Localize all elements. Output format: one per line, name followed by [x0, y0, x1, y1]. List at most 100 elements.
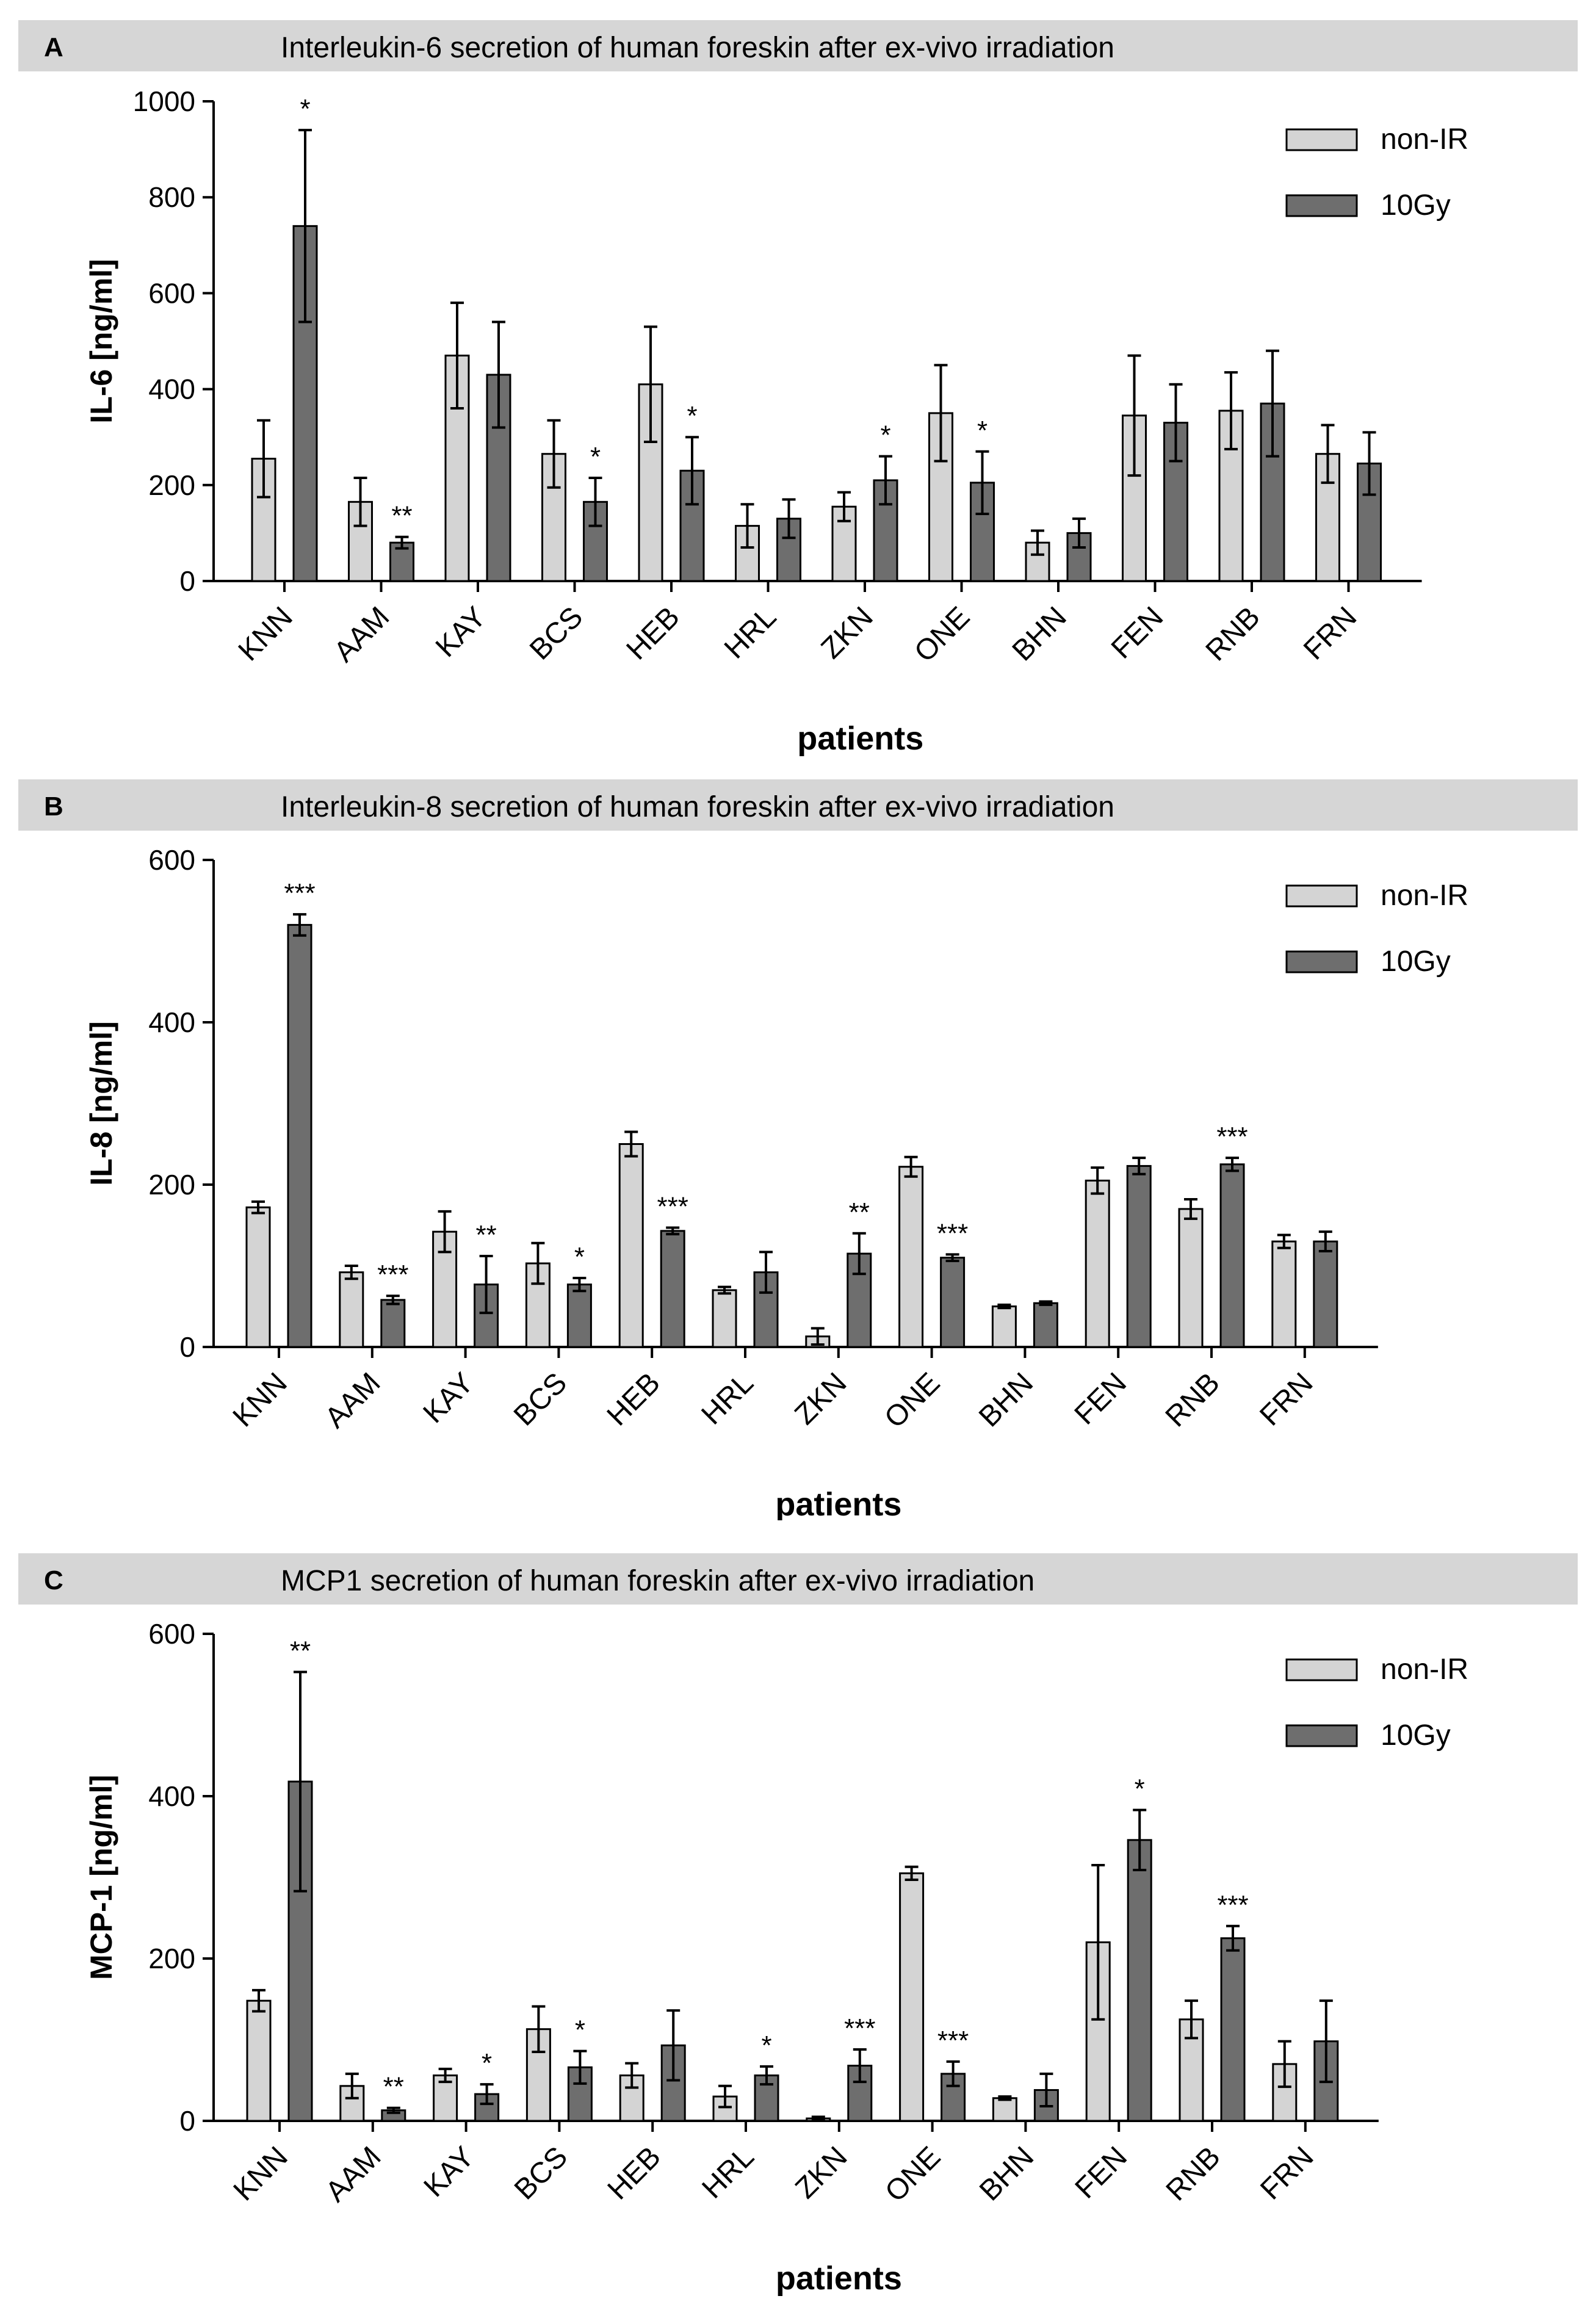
- significance-marker: **: [849, 1197, 870, 1227]
- bar-non-ir: [245, 1206, 271, 1348]
- bar-chart: MCP-1 [ng/ml]0200400600**KNN**AAM*KAY*BC…: [84, 1618, 1468, 2297]
- bar-non-ir: [831, 505, 857, 582]
- chart-title: Interleukin-6 secretion of human foreski…: [281, 32, 1114, 64]
- category-label: AAM: [320, 2140, 388, 2208]
- category-label: BCS: [508, 2140, 574, 2206]
- bar-10gy: [1220, 1937, 1246, 2122]
- y-tick-label: 1000: [133, 85, 195, 117]
- category-label: FRN: [1254, 2140, 1320, 2206]
- category-label: ZKN: [789, 2140, 853, 2204]
- significance-marker: **: [383, 2072, 404, 2102]
- significance-marker: *: [590, 442, 601, 472]
- category-label: RNB: [1160, 2140, 1227, 2207]
- significance-marker: ***: [377, 1260, 408, 1290]
- legend-label: 10Gy: [1381, 189, 1451, 222]
- legend-swatch-10gy: [1285, 950, 1358, 973]
- significance-marker: ***: [657, 1191, 688, 1221]
- panel-header: B Interleukin-8 secretion of human foresk…: [18, 779, 1578, 831]
- legend-label: non-IR: [1381, 123, 1468, 156]
- y-tick-label: 600: [148, 277, 195, 309]
- bar-10gy: [486, 374, 511, 582]
- significance-marker: *: [574, 1242, 585, 1272]
- bar-10gy: [1219, 1163, 1245, 1348]
- category-label: BHN: [973, 1367, 1039, 1433]
- bar-non-ir: [898, 1166, 924, 1348]
- legend-label: non-IR: [1381, 1653, 1468, 1686]
- category-label: RNB: [1160, 1367, 1226, 1433]
- category-label: BCS: [508, 1367, 573, 1432]
- bar-non-ir: [712, 1289, 737, 1348]
- significance-marker: ***: [844, 2013, 875, 2043]
- x-axis-label: patients: [775, 1486, 901, 1520]
- bar-non-ir: [525, 1262, 551, 1348]
- category-label: FRN: [1298, 601, 1363, 666]
- legend-label: non-IR: [1381, 879, 1468, 912]
- panel-header: C MCP1 secretion of human foreskin after …: [18, 1553, 1578, 1605]
- panel-letter: A: [44, 32, 63, 62]
- significance-marker: *: [977, 416, 988, 446]
- significance-marker: ***: [1217, 1890, 1248, 1920]
- category-label: HRL: [696, 2140, 760, 2204]
- legend-swatch-non-ir: [1285, 884, 1358, 908]
- bar-non-ir: [899, 1872, 925, 2122]
- category-label: ONE: [879, 2140, 947, 2208]
- significance-marker: ***: [937, 2026, 969, 2056]
- y-tick-label: 200: [148, 1169, 195, 1201]
- panel-header: A Interleukin-6 secretion of human foresk…: [18, 20, 1578, 71]
- legend-swatch-non-ir: [1285, 128, 1358, 151]
- bar-non-ir: [1271, 1240, 1297, 1348]
- y-axis-label: IL-8 [ng/ml]: [84, 1021, 118, 1185]
- category-label: ONE: [878, 1367, 946, 1434]
- significance-marker: ***: [1216, 1122, 1248, 1152]
- y-tick-label: 400: [148, 374, 195, 405]
- bar-10gy: [287, 923, 312, 1348]
- legend-label: 10Gy: [1381, 1719, 1451, 1752]
- bar-10gy: [566, 1284, 592, 1348]
- bar-non-ir: [992, 2097, 1017, 2122]
- y-axis-label: MCP-1 [ng/ml]: [84, 1775, 118, 1980]
- category-label: KAY: [430, 601, 493, 663]
- y-axis-label: IL-6 [ng/ml]: [84, 259, 118, 423]
- y-tick-label: 0: [179, 1331, 195, 1363]
- bar-non-ir: [1178, 1208, 1204, 1348]
- y-tick-label: 800: [148, 181, 195, 213]
- category-label: KNN: [227, 1367, 294, 1433]
- significance-marker: *: [1135, 1774, 1145, 1804]
- category-label: HRL: [695, 1367, 759, 1431]
- bar-10gy: [1127, 1839, 1152, 2122]
- y-tick-label: 400: [148, 1006, 195, 1038]
- y-tick-label: 600: [148, 1618, 195, 1650]
- y-tick-label: 0: [179, 2105, 195, 2137]
- category-label: KNN: [228, 2140, 294, 2207]
- chart-title: Interleukin-8 secretion of human foreski…: [281, 791, 1114, 823]
- bar-non-ir: [541, 453, 566, 582]
- category-label: KAY: [418, 2140, 481, 2203]
- bar-non-ir: [246, 1999, 272, 2122]
- chart-title: MCP1 secretion of human foreskin after e…: [281, 1565, 1035, 1597]
- legend-swatch-10gy: [1285, 1724, 1358, 1747]
- legend-swatch-10gy: [1285, 194, 1358, 217]
- y-tick-label: 0: [179, 565, 195, 597]
- legend-swatch-non-ir: [1285, 1658, 1358, 1681]
- significance-marker: **: [475, 1220, 496, 1250]
- category-label: HRL: [718, 601, 782, 665]
- category-label: AAM: [319, 1367, 387, 1434]
- bar-10gy: [474, 2093, 500, 2122]
- category-label: BHN: [973, 2140, 1040, 2207]
- x-axis-label: patients: [776, 2260, 902, 2297]
- y-tick-label: 200: [148, 1943, 195, 1974]
- category-label: ZKN: [815, 601, 879, 665]
- category-label: KAY: [417, 1367, 480, 1429]
- significance-marker: *: [575, 2015, 585, 2045]
- category-label: HEB: [601, 1367, 666, 1432]
- category-label: BCS: [524, 601, 589, 666]
- bar-non-ir: [991, 1305, 1017, 1348]
- significance-marker: *: [300, 94, 310, 124]
- panel-letter: B: [44, 792, 63, 821]
- significance-marker: *: [761, 2031, 771, 2060]
- bar-chart: IL-8 [ng/ml]0200400600***KNN***AAM**KAY*…: [84, 844, 1468, 1520]
- category-label: AAM: [328, 601, 395, 668]
- panel-letter: C: [44, 1565, 63, 1595]
- y-tick-label: 200: [148, 469, 195, 501]
